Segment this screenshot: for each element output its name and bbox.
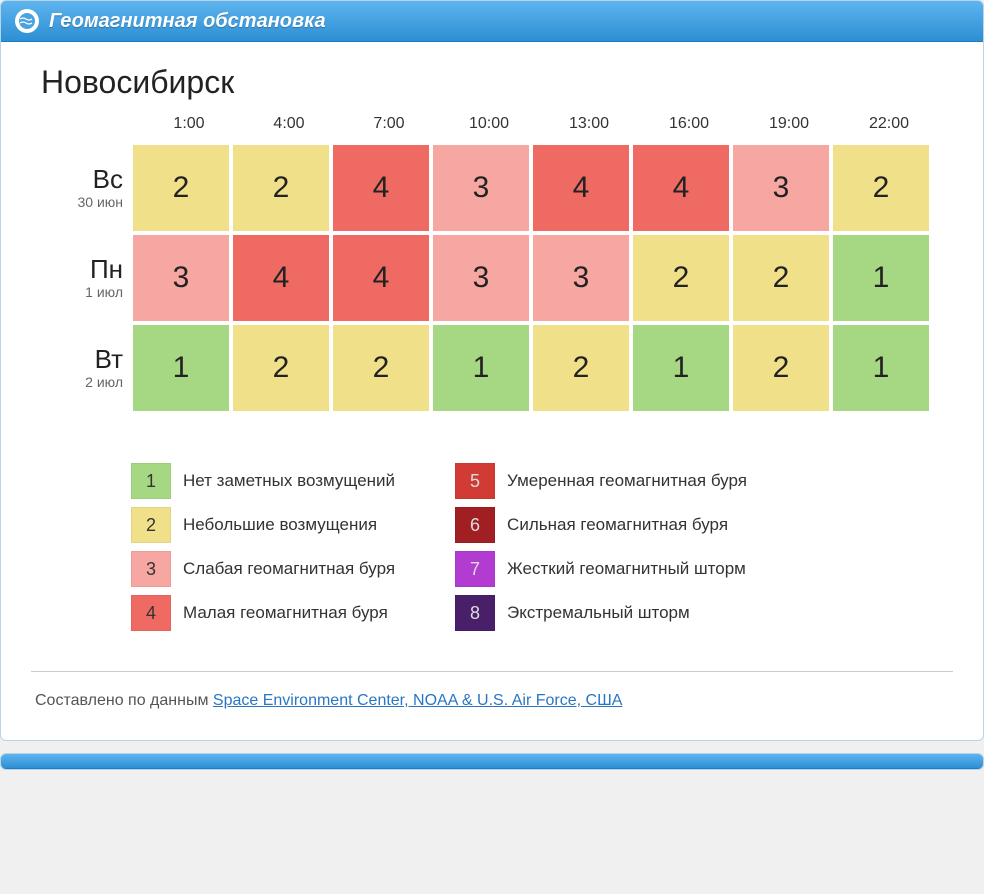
heatmap-cell: 1 <box>131 323 231 413</box>
legend-item: 5 Умеренная геомагнитная буря <box>455 463 747 499</box>
heatmap-cell: 3 <box>431 143 531 233</box>
day-label: Вт 2 июл <box>31 323 131 413</box>
heatmap-cell: 2 <box>231 323 331 413</box>
heatmap-cell: 1 <box>831 323 931 413</box>
source-prefix: Составлено по данным <box>35 692 213 709</box>
globe-icon <box>15 9 39 33</box>
day-label: Пн 1 июл <box>31 233 131 323</box>
legend-item: 1 Нет заметных возмущений <box>131 463 395 499</box>
heatmap-cell: 2 <box>831 143 931 233</box>
city-title: Новосибирск <box>41 64 953 101</box>
heatmap-cell: 3 <box>531 233 631 323</box>
time-header-cell: 10:00 <box>439 115 539 143</box>
heatmap-cell: 1 <box>831 233 931 323</box>
heatmap-grid: 1:004:007:0010:0013:0016:0019:0022:00 Вс 3… <box>31 115 953 413</box>
legend-label: Жесткий геомагнитный шторм <box>507 559 746 579</box>
data-row: Вс30 июн22434432 <box>31 143 953 233</box>
heatmap-cell: 4 <box>231 233 331 323</box>
panel-body: Новосибирск 1:004:007:0010:0013:0016:001… <box>1 42 983 740</box>
legend-item: 7 Жесткий геомагнитный шторм <box>455 551 747 587</box>
heatmap-cell: 4 <box>531 143 631 233</box>
legend-item: 6 Сильная геомагнитная буря <box>455 507 747 543</box>
heatmap-cell: 4 <box>631 143 731 233</box>
heatmap-cell: 2 <box>231 143 331 233</box>
legend-label: Сильная геомагнитная буря <box>507 515 728 535</box>
time-header-row: 1:004:007:0010:0013:0016:0019:0022:00 <box>139 115 953 143</box>
day-name: Пн <box>90 256 123 282</box>
legend-swatch: 5 <box>455 463 495 499</box>
legend-swatch: 2 <box>131 507 171 543</box>
heatmap-cell: 2 <box>731 323 831 413</box>
time-header-cell: 22:00 <box>839 115 939 143</box>
geomagnetic-panel: Геомагнитная обстановка Новосибирск 1:00… <box>0 0 984 741</box>
heatmap-cell: 2 <box>131 143 231 233</box>
legend-col-right: 5 Умеренная геомагнитная буря 6 Сильная гео… <box>455 463 747 631</box>
time-header-cell: 13:00 <box>539 115 639 143</box>
legend-swatch: 1 <box>131 463 171 499</box>
heatmap-cell: 2 <box>331 323 431 413</box>
next-panel-stub <box>0 753 984 770</box>
day-date: 2 июл <box>85 374 123 390</box>
data-row: Вт2 июл12212121 <box>31 323 953 413</box>
legend: 1 Нет заметных возмущений 2 Небольшие возму… <box>131 463 953 631</box>
next-panel-header <box>1 754 983 769</box>
heatmap-cell: 3 <box>731 143 831 233</box>
legend-swatch: 7 <box>455 551 495 587</box>
day-name: Вт <box>95 346 123 372</box>
panel-title: Геомагнитная обстановка <box>49 10 326 33</box>
divider <box>31 671 953 672</box>
legend-swatch: 4 <box>131 595 171 631</box>
time-header-cell: 7:00 <box>339 115 439 143</box>
legend-label: Экстремальный шторм <box>507 603 690 623</box>
legend-col-left: 1 Нет заметных возмущений 2 Небольшие возму… <box>131 463 395 631</box>
legend-item: 4 Малая геомагнитная буря <box>131 595 395 631</box>
time-header-cell: 1:00 <box>139 115 239 143</box>
heatmap-cell: 3 <box>131 233 231 323</box>
legend-label: Малая геомагнитная буря <box>183 603 388 623</box>
heatmap-cell: 2 <box>631 233 731 323</box>
legend-item: 3 Слабая геомагнитная буря <box>131 551 395 587</box>
legend-label: Небольшие возмущения <box>183 515 377 535</box>
legend-item: 2 Небольшие возмущения <box>131 507 395 543</box>
heatmap-cell: 4 <box>331 143 431 233</box>
day-date: 30 июн <box>77 194 123 210</box>
legend-item: 8 Экстремальный шторм <box>455 595 747 631</box>
source-link[interactable]: Space Environment Center, NOAA & U.S. Ai… <box>213 692 623 709</box>
day-label: Вс 30 июн <box>31 143 131 233</box>
source-line: Составлено по данным Space Environment C… <box>35 692 953 710</box>
legend-swatch: 3 <box>131 551 171 587</box>
legend-label: Нет заметных возмущений <box>183 471 395 491</box>
time-header-cell: 19:00 <box>739 115 839 143</box>
heatmap-cell: 1 <box>631 323 731 413</box>
heatmap-cell: 2 <box>731 233 831 323</box>
heatmap-cell: 1 <box>431 323 531 413</box>
day-date: 1 июл <box>85 284 123 300</box>
heatmap-cell: 4 <box>331 233 431 323</box>
data-row: Пн1 июл34433221 <box>31 233 953 323</box>
legend-swatch: 8 <box>455 595 495 631</box>
time-header-cell: 16:00 <box>639 115 739 143</box>
legend-swatch: 6 <box>455 507 495 543</box>
heatmap-cell: 2 <box>531 323 631 413</box>
heatmap-cell: 3 <box>431 233 531 323</box>
day-name: Вс <box>93 166 123 192</box>
time-header-cell: 4:00 <box>239 115 339 143</box>
panel-header: Геомагнитная обстановка <box>1 1 983 42</box>
legend-label: Слабая геомагнитная буря <box>183 559 395 579</box>
legend-label: Умеренная геомагнитная буря <box>507 471 747 491</box>
